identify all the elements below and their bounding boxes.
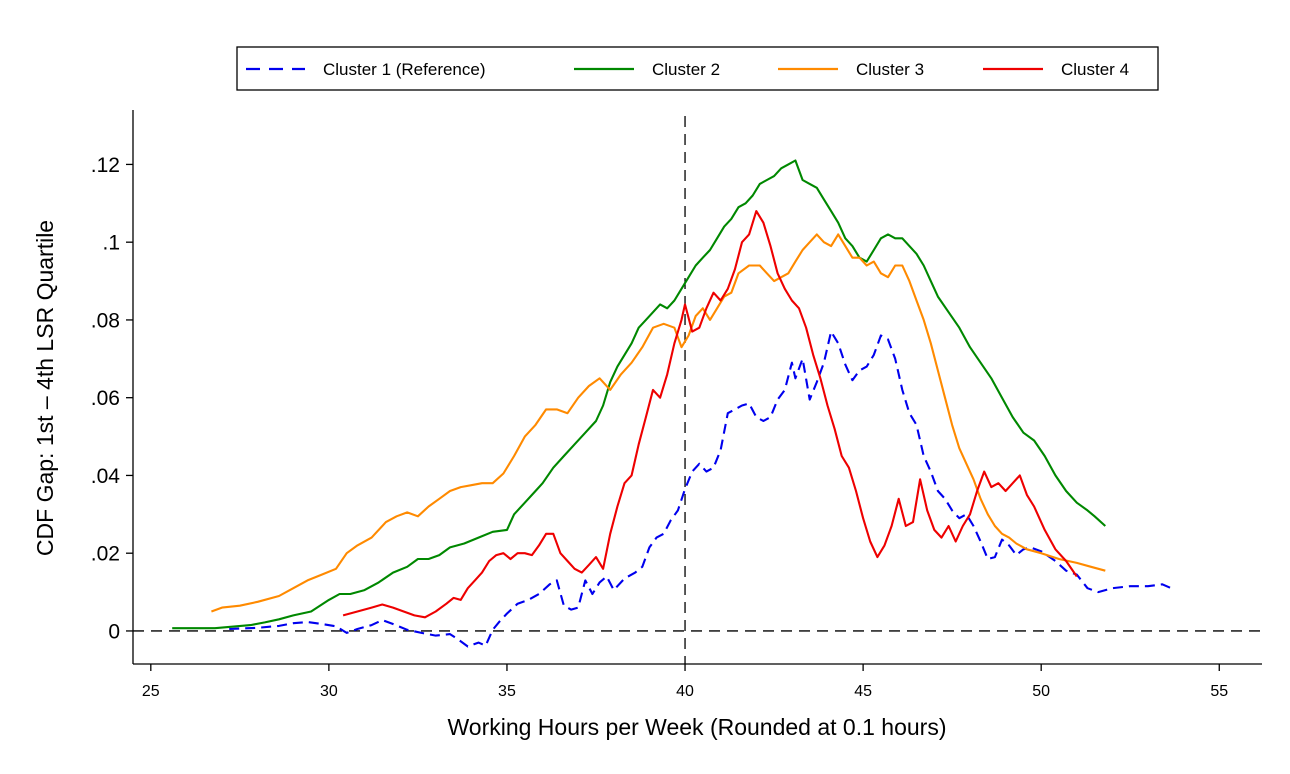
x-axis-ticks: 25 30 35 40 45 50 55 — [142, 664, 1228, 700]
x-tick-label-55: 55 — [1210, 683, 1228, 700]
series-line-cluster-1 — [229, 330, 1174, 648]
axes — [132, 110, 1262, 665]
series-line-cluster-4 — [342, 210, 1078, 619]
y-axis-title: CDF Gap: 1st – 4th LSR Quartile — [32, 220, 58, 556]
legend-item-cluster-1: Cluster 1 (Reference) — [246, 60, 486, 79]
legend-label-cluster-3: Cluster 3 — [856, 60, 924, 79]
y-tick-label-6: .12 — [91, 154, 120, 177]
series-lines — [172, 159, 1174, 648]
y-tick-label-0: 0 — [108, 620, 120, 643]
legend-label-cluster-1: Cluster 1 (Reference) — [323, 60, 486, 79]
y-tick-label-1: .02 — [91, 543, 120, 566]
y-tick-label-2: .04 — [91, 465, 121, 488]
legend-label-cluster-2: Cluster 2 — [652, 60, 720, 79]
x-tick-label-30: 30 — [320, 683, 338, 700]
reference-lines — [133, 116, 1262, 664]
legend: Cluster 1 (Reference) Cluster 2 Cluster … — [236, 46, 1159, 91]
x-axis-title: Working Hours per Week (Rounded at 0.1 h… — [447, 714, 946, 740]
x-tick-label-40: 40 — [676, 683, 694, 700]
y-tick-label-5: .1 — [102, 232, 120, 255]
x-tick-label-25: 25 — [142, 683, 160, 700]
legend-item-cluster-3: Cluster 3 — [778, 60, 924, 79]
x-tick-label-45: 45 — [854, 683, 872, 700]
legend-item-cluster-2: Cluster 2 — [574, 60, 720, 79]
legend-item-cluster-4: Cluster 4 — [983, 60, 1129, 79]
legend-label-cluster-4: Cluster 4 — [1061, 60, 1129, 79]
y-tick-label-3: .06 — [91, 387, 120, 410]
x-tick-label-50: 50 — [1032, 683, 1050, 700]
y-axis-ticks: 0 .02 .04 .06 .08 .1 .12 — [91, 154, 133, 643]
y-tick-label-4: .08 — [91, 309, 120, 332]
series-line-cluster-2 — [172, 159, 1107, 630]
x-tick-label-35: 35 — [498, 683, 516, 700]
